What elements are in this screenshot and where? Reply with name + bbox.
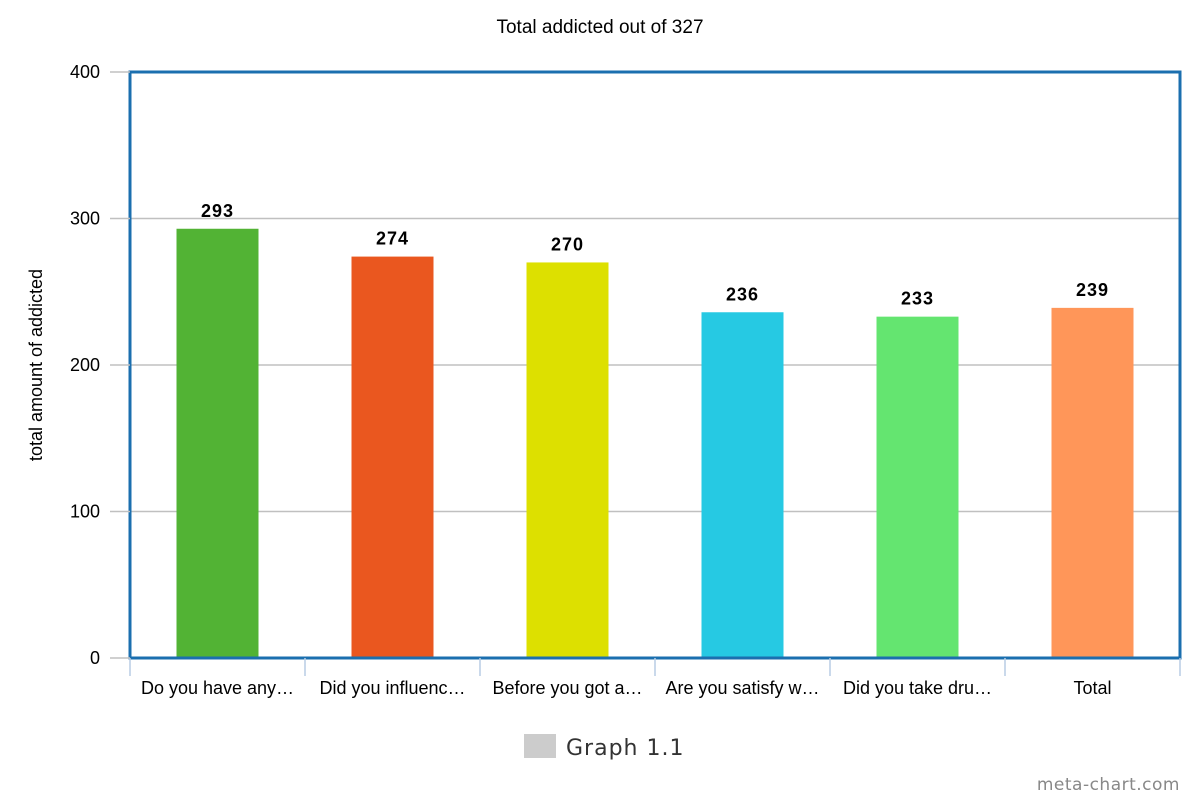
x-tick-label: Do you have any… [141,678,294,698]
x-tick-label: Did you take dru… [843,678,992,698]
gridlines [130,217,1180,513]
data-labels: 293 274 270 236 233 239 [201,201,1109,309]
legend: Graph 1.1 [524,734,684,761]
x-tick-label: Did you influenc… [319,678,465,698]
y-tick-label: 300 [70,209,100,229]
data-label: 236 [726,284,759,304]
chart-title: Total addicted out of 327 [496,17,703,38]
bar [701,312,784,658]
x-tick-label: Are you satisfy w… [665,678,819,698]
legend-label: Graph 1.1 [566,736,684,761]
y-tick-label: 100 [70,502,100,522]
x-tick-label: Total [1073,678,1111,698]
watermark: meta-chart.com [1037,775,1180,795]
y-axis-ticks: 0 100 200 300 400 [70,62,130,668]
bar [876,316,959,658]
y-axis-label: total amount of addicted [26,269,46,461]
y-tick-label: 0 [90,648,100,668]
data-label: 274 [376,229,409,249]
bar [1051,307,1134,658]
bar [176,228,259,658]
x-axis-ticks: Do you have any… Did you influenc… Before … [129,658,1181,698]
data-label: 270 [551,234,584,254]
legend-swatch [524,734,556,758]
x-tick-label: Before you got a… [492,678,642,698]
data-label: 233 [901,289,934,309]
data-label: 293 [201,201,234,221]
y-tick-label: 200 [70,355,100,375]
bar [351,256,434,658]
data-label: 239 [1076,280,1109,300]
y-tick-label: 400 [70,62,100,82]
bar [526,262,609,658]
bars [176,228,1134,658]
